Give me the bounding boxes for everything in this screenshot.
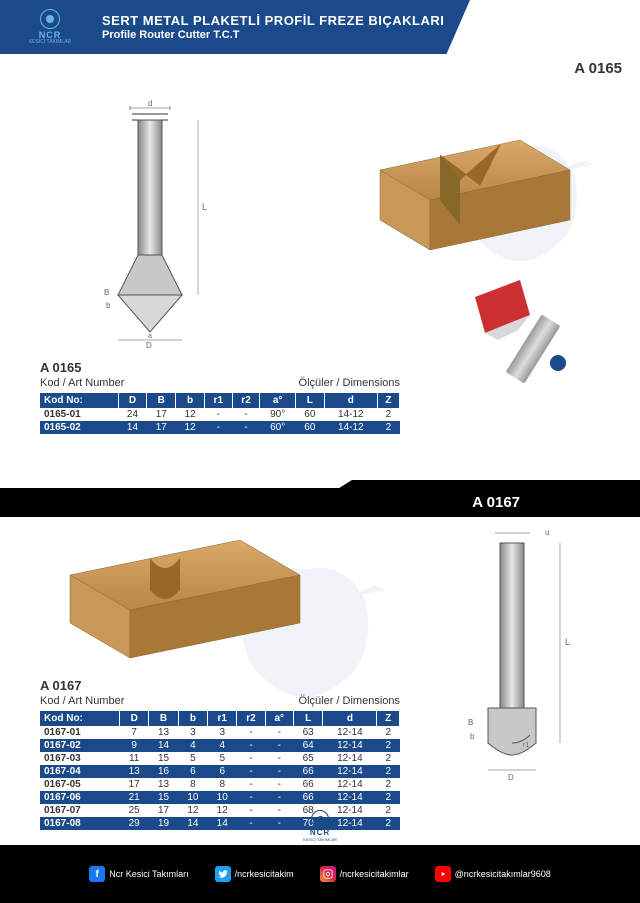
svg-text:L: L xyxy=(202,202,207,212)
title-en: Profile Router Cutter T.C.T xyxy=(102,29,444,41)
label-kod-2: Kod / Art Number xyxy=(40,695,124,707)
product-section-1: d L B b D a A 0165 Kod / Art Number Ö xyxy=(0,90,640,480)
wood-sample-1 xyxy=(360,130,580,260)
svg-text:a: a xyxy=(148,333,152,340)
label-olcu-2: Ölçüler / Dimensions xyxy=(299,695,400,707)
svg-text:D: D xyxy=(146,341,152,350)
svg-text:u: u xyxy=(545,528,549,537)
table2-title: A 0167 xyxy=(40,678,400,693)
youtube-icon xyxy=(435,866,451,882)
page-header: NCR KESİCİ TAKIMLAR SERT METAL PLAKETLİ … xyxy=(0,0,640,54)
svg-text:L: L xyxy=(565,637,570,647)
yt-text: @ncrkesicitakımlar9608 xyxy=(455,869,551,879)
router-bit-diagram-2: u L r1 B b D xyxy=(450,525,580,785)
footer-brand: NCR xyxy=(310,828,330,837)
product-code-2: A 0167 xyxy=(0,488,640,517)
header-titles: SERT METAL PLAKETLİ PROFİL FREZE BIÇAKLA… xyxy=(102,13,444,41)
tw-text: /ncrkesicitakim xyxy=(235,869,294,879)
svg-text:d: d xyxy=(148,100,152,108)
social-ig: /ncrkesicitakimlar xyxy=(320,866,409,882)
label-kod-1: Kod / Art Number xyxy=(40,377,124,389)
router-bit-photo-1 xyxy=(450,275,600,385)
svg-text:B: B xyxy=(104,288,109,297)
ig-text: /ncrkesicitakimlar xyxy=(340,869,409,879)
brand-sub: KESİCİ TAKIMLAR xyxy=(29,39,71,45)
spec-table-1: Kod No:DBbr1r2a°LdZ0165-01241712--90°601… xyxy=(40,393,400,434)
title-tr: SERT METAL PLAKETLİ PROFİL FREZE BIÇAKLA… xyxy=(102,13,444,28)
wood-sample-2 xyxy=(50,530,310,670)
label-olcu-1: Ölçüler / Dimensions xyxy=(299,377,400,389)
social-fb: f Ncr Kesici Takımları xyxy=(89,866,188,882)
svg-text:D: D xyxy=(508,773,514,782)
footer-logo: NCR KESİCİ TAKIMLAR xyxy=(0,807,640,845)
svg-text:r1: r1 xyxy=(523,742,529,749)
footer-brand-sub: KESİCİ TAKIMLAR xyxy=(303,837,337,842)
twitter-icon xyxy=(215,866,231,882)
table1-title: A 0165 xyxy=(40,360,400,375)
svg-text:b: b xyxy=(106,301,111,310)
product-code-1: A 0165 xyxy=(574,60,622,77)
svg-text:b: b xyxy=(470,732,475,741)
brand-logo: NCR KESİCİ TAKIMLAR xyxy=(16,5,84,49)
router-bit-diagram-1: d L B b D a xyxy=(90,100,220,350)
fb-text: Ncr Kesici Takımları xyxy=(109,869,188,879)
table-container-1: A 0165 Kod / Art Number Ölçüler / Dimens… xyxy=(40,360,400,434)
footer-bar: f Ncr Kesici Takımları /ncrkesicitakim /n… xyxy=(0,845,640,903)
instagram-icon xyxy=(320,866,336,882)
svg-text:B: B xyxy=(468,718,473,727)
facebook-icon: f xyxy=(89,866,105,882)
social-tw: /ncrkesicitakim xyxy=(215,866,294,882)
social-yt: @ncrkesicitakımlar9608 xyxy=(435,866,551,882)
